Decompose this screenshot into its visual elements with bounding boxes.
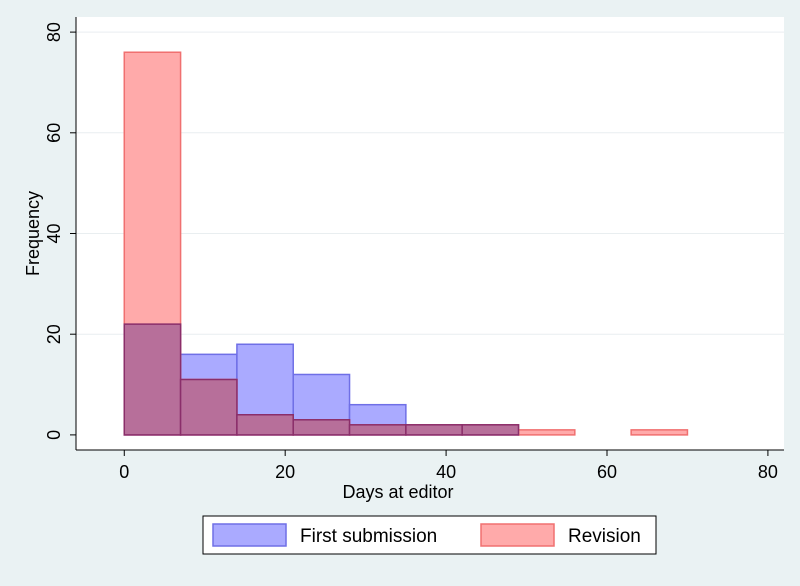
x-tick-label: 20 bbox=[275, 462, 295, 482]
bars bbox=[123, 51, 689, 436]
x-tick-label: 60 bbox=[597, 462, 617, 482]
legend-first-submission-label: First submission bbox=[300, 526, 437, 547]
legend-revision-label: Revision bbox=[568, 526, 641, 547]
bar-revision bbox=[517, 429, 576, 436]
x-tick-label: 40 bbox=[436, 462, 456, 482]
y-tick-label: 60 bbox=[44, 123, 64, 143]
bar-revision bbox=[630, 429, 689, 436]
bar-overlap bbox=[348, 424, 407, 436]
grid-lines bbox=[76, 31, 784, 335]
bar-overlap bbox=[236, 414, 294, 436]
y-axis-label: Frequency bbox=[23, 191, 43, 276]
x-axis-label: Days at editor bbox=[342, 482, 453, 502]
y-tick-label: 0 bbox=[44, 430, 64, 440]
x-tick-label: 0 bbox=[119, 462, 129, 482]
axes: 0 20 40 60 80 0 20 40 60 80 bbox=[44, 17, 784, 482]
bar-overlap bbox=[123, 323, 182, 436]
bar-overlap bbox=[179, 378, 238, 436]
bar-overlap bbox=[405, 424, 463, 436]
y-tick-label: 40 bbox=[44, 223, 64, 243]
bar-overlap bbox=[461, 424, 520, 436]
x-tick-label: 80 bbox=[758, 462, 778, 482]
legend-revision-swatch bbox=[480, 523, 555, 547]
y-tick-label: 80 bbox=[44, 22, 64, 42]
bar-overlap bbox=[292, 419, 351, 436]
legend-first-submission-swatch bbox=[212, 523, 287, 547]
y-tick-label: 20 bbox=[44, 324, 64, 344]
legend: First submission Revision bbox=[202, 515, 657, 555]
